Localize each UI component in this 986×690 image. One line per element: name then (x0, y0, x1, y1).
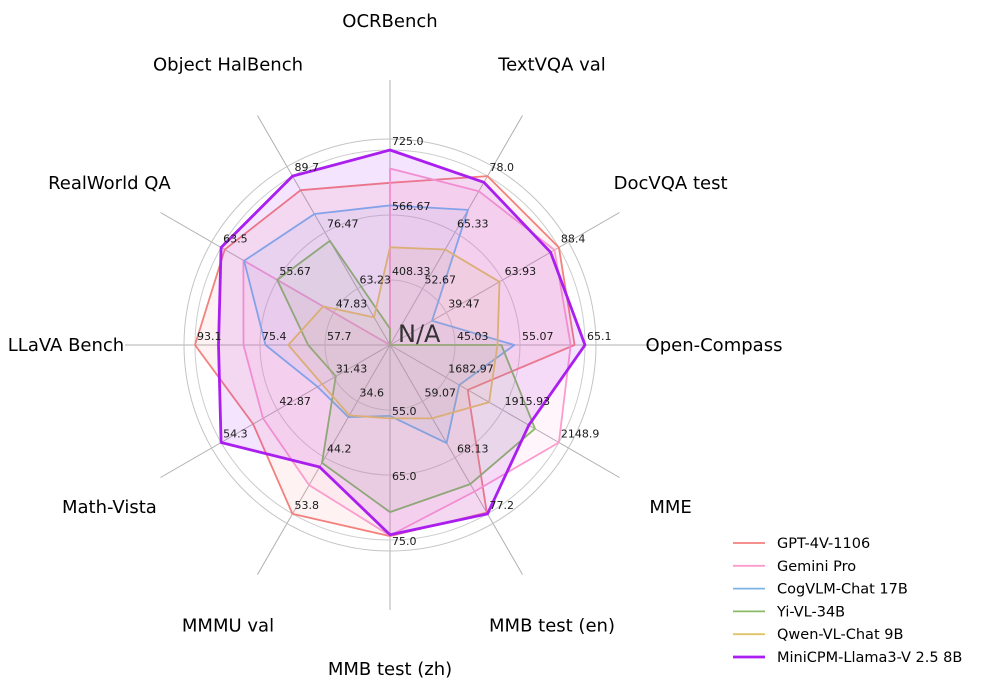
tick-label-mme-1: 1682.97 (448, 363, 494, 376)
tick-label-mmb-test-en-3: 77.2 (490, 499, 515, 512)
tick-label-ocrbench-2: 566.67 (392, 200, 431, 213)
axis-title-mme: MME (649, 497, 691, 518)
tick-label-realworld-qa-2: 55.67 (279, 265, 311, 278)
axis-title-mmb-test-en: MMB test (en) (489, 616, 615, 637)
tick-label-realworld-qa-1: 47.83 (336, 298, 368, 311)
tick-label-mmmu-val-1: 34.6 (360, 386, 385, 399)
axis-spoke-textvqa-val (389, 115, 523, 346)
tick-label-mmb-test-en-1: 59.07 (425, 386, 457, 399)
series-line-qwen-vl-chat-9b (287, 246, 501, 420)
axis-spoke-object-halbench (257, 115, 391, 346)
tick-label-docvqa-test-1: 39.47 (448, 298, 480, 311)
series-line-yi-vl-34b (276, 239, 536, 513)
axis-title-textvqa-val: TextVQA val (497, 54, 606, 75)
tick-label-object-halbench-2: 76.47 (327, 217, 359, 230)
tick-label-ocrbench-1: 408.33 (392, 265, 431, 278)
axis-spoke-mmmu-val (257, 344, 391, 575)
axis-title-llava-bench: LLaVA Bench (8, 335, 124, 356)
legend-label-cogvlm-chat-17b: CogVLM-Chat 17B (777, 582, 908, 598)
tick-label-object-halbench-1: 63.23 (360, 274, 392, 287)
tick-label-docvqa-test-3: 88.4 (561, 233, 586, 246)
series-fill-cogvlm-chat-17b (244, 205, 515, 444)
tick-label-llava-bench-1: 57.7 (327, 330, 352, 343)
tick-label-realworld-qa-3: 63.5 (223, 233, 248, 246)
series-line-cogvlm-chat-17b (243, 204, 516, 445)
tick-label-mmb-test-zh-1: 55.0 (392, 405, 417, 418)
legend-item-minicpm-llama3-v-2-5-8b: MiniCPM-Llama3-V 2.5 8B (733, 650, 962, 666)
tick-label-ocrbench-3: 725.0 (392, 135, 424, 148)
legend-item-cogvlm-chat-17b: CogVLM-Chat 17B (733, 582, 908, 598)
series-cogvlm-chat-17b (243, 204, 516, 445)
tick-label-mmmu-val-3: 53.8 (295, 499, 320, 512)
tick-label-mmb-test-zh-2: 65.0 (392, 470, 417, 483)
legend: GPT-4V-1106 Gemini Pro CogVLM-Chat 17B Yi-V… (733, 536, 962, 666)
legend-item-qwen-vl-chat-9b: Qwen-VL-Chat 9B (733, 627, 903, 643)
legend-label-minicpm-llama3-v-2-5-8b: MiniCPM-Llama3-V 2.5 8B (777, 650, 962, 666)
tick-label-math-vista-3: 54.3 (223, 428, 248, 441)
axis-spoke-mme (389, 344, 620, 478)
legend-item-yi-vl-34b: Yi-VL-34B (733, 604, 845, 620)
series-yi-vl-34b (276, 239, 536, 513)
series-line-minicpm-llama3-v-2-5-8b (217, 148, 587, 537)
tick-label-mme-2: 1915.93 (505, 395, 551, 408)
tick-label-docvqa-test-2: 63.93 (505, 265, 537, 278)
tick-label-mmmu-val-2: 44.2 (327, 443, 352, 456)
axis-title-mmb-test-zh: MMB test (zh) (328, 659, 452, 680)
legend-label-gemini-pro: Gemini Pro (777, 559, 856, 575)
series-fill-qwen-vl-chat-9b (288, 247, 500, 419)
series-fill-minicpm-llama3-v-2-5-8b (218, 150, 585, 535)
series-qwen-vl-chat-9b (287, 246, 501, 420)
tick-label-textvqa-val-3: 78.0 (490, 161, 515, 174)
tick-label-llava-bench-2: 75.4 (262, 330, 287, 343)
tick-label-open-compass-3: 65.1 (587, 330, 612, 343)
legend-label-qwen-vl-chat-9b: Qwen-VL-Chat 9B (777, 627, 903, 643)
axis-title-open-compass: Open-Compass (646, 335, 783, 356)
axis-title-realworld-qa: RealWorld QA (48, 173, 171, 194)
axis-title-mmmu-val: MMMU val (182, 616, 274, 637)
tick-label-mmb-test-zh-3: 75.0 (392, 535, 417, 548)
axis-spoke-math-vista (160, 344, 391, 478)
axis-spoke-docvqa-test (389, 212, 620, 346)
legend-label-yi-vl-34b: Yi-VL-34B (776, 604, 845, 620)
tick-label-mme-3: 2148.9 (561, 428, 600, 441)
tick-label-math-vista-1: 31.43 (336, 363, 368, 376)
series-minicpm-llama3-v-2-5-8b (217, 148, 587, 537)
tick-label-open-compass-1: 45.03 (457, 330, 489, 343)
legend-item-gemini-pro: Gemini Pro (733, 559, 856, 575)
tick-label-open-compass-2: 55.07 (522, 330, 554, 343)
grid-frame (183, 138, 597, 552)
series-fill-gpt-4v-1106 (195, 176, 575, 537)
axis-title-docvqa-test: DocVQA test (614, 173, 728, 194)
tick-label-textvqa-val-1: 52.67 (425, 274, 457, 287)
axis-title-ocrbench: OCRBench (342, 11, 437, 32)
axis-title-object-halbench: Object HalBench (153, 54, 303, 75)
tick-label-object-halbench-3: 89.7 (295, 161, 320, 174)
axis-title-math-vista: Math-Vista (62, 497, 157, 518)
legend-item-gpt-4v-1106: GPT-4V-1106 (733, 536, 870, 552)
center-na-label: N/A (398, 320, 441, 348)
series-fill-yi-vl-34b (277, 240, 535, 513)
tick-label-textvqa-val-2: 65.33 (457, 217, 489, 230)
tick-label-math-vista-2: 42.87 (279, 395, 311, 408)
axis-spoke-mmb-test-en (389, 344, 523, 575)
tick-label-mmb-test-en-2: 68.13 (457, 443, 489, 456)
tick-label-llava-bench-3: 93.1 (197, 330, 222, 343)
legend-label-gpt-4v-1106: GPT-4V-1106 (777, 536, 870, 552)
